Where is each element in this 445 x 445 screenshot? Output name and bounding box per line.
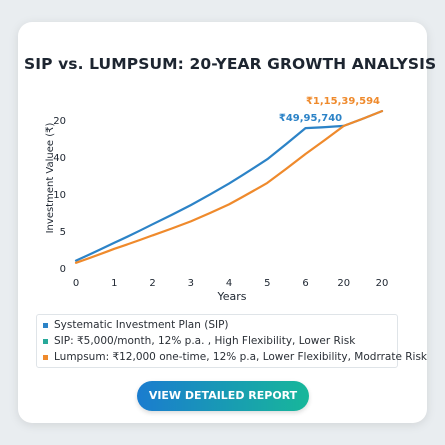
legend-item-label: Systematic Investment Plan (SIP) bbox=[54, 319, 229, 331]
annotation-label: ₹1,15,39,594 bbox=[306, 96, 380, 107]
x-tick-label: 6 bbox=[302, 278, 308, 289]
chart-legend: Systematic Investment Plan (SIP) SIP: ₹5… bbox=[36, 314, 427, 368]
x-tick-label: 20 bbox=[337, 278, 350, 289]
x-axis-ticks: 0 1 2 3 4 5 6 20 20 bbox=[73, 278, 389, 289]
x-tick-label: 20 bbox=[376, 278, 389, 289]
legend-swatch-icon bbox=[43, 322, 48, 328]
legend-swatch-icon bbox=[43, 354, 48, 360]
legend-item-label: SIP: ₹5,000/month, 12% p.a. , High Flexi… bbox=[54, 335, 356, 347]
series-line-sip bbox=[74, 110, 384, 262]
series-line-lumpsum bbox=[74, 110, 384, 264]
y-tick-label: 5 bbox=[60, 227, 66, 238]
y-tick-label: 20 bbox=[53, 116, 66, 127]
series-lines bbox=[74, 110, 384, 264]
legend-item-label: Lumpsum: ₹12,000 one-time, 12% p.a, Lowe… bbox=[54, 351, 428, 363]
legend-item-sip: Systematic Investment Plan (SIP) bbox=[43, 319, 229, 331]
value-annotations: ₹49,95,740 ₹1,15,39,594 bbox=[279, 96, 380, 124]
y-axis-label: Investment Valuee (₹) bbox=[45, 123, 56, 234]
x-tick-label: 4 bbox=[226, 278, 232, 289]
y-axis-ticks: 0 5 10 40 20 bbox=[53, 116, 66, 275]
legend-swatch-icon bbox=[43, 338, 48, 344]
x-axis-label: Years bbox=[216, 290, 246, 303]
annotation-label: ₹49,95,740 bbox=[279, 113, 342, 124]
x-tick-label: 1 bbox=[111, 278, 117, 289]
y-tick-label: 0 bbox=[60, 264, 66, 275]
view-detailed-report-button[interactable]: VIEW DETAILED REPORT bbox=[137, 381, 309, 411]
x-tick-label: 2 bbox=[149, 278, 155, 289]
y-tick-label: 40 bbox=[53, 153, 66, 164]
y-tick-label: 10 bbox=[53, 190, 66, 201]
legend-item-sip-detail: SIP: ₹5,000/month, 12% p.a. , High Flexi… bbox=[43, 335, 355, 347]
x-tick-label: 5 bbox=[264, 278, 270, 289]
chart-title: SIP vs. LUMPSUM: 20-YEAR GROWTH ANALYSIS bbox=[24, 55, 437, 73]
x-tick-label: 0 bbox=[73, 278, 79, 289]
x-tick-label: 3 bbox=[188, 278, 194, 289]
legend-item-lumpsum: Lumpsum: ₹12,000 one-time, 12% p.a, Lowe… bbox=[43, 351, 427, 363]
